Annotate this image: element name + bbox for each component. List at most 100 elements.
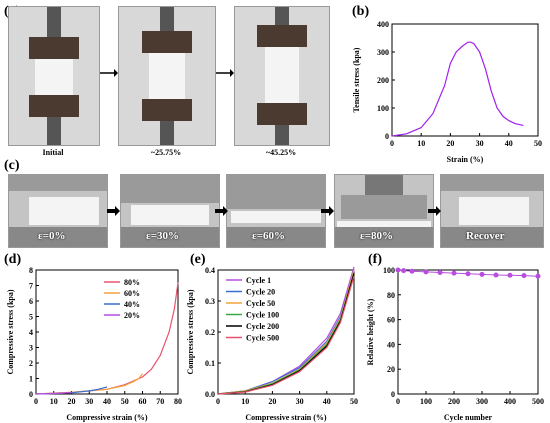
arrow-right-icon (216, 69, 234, 77)
y-tick-label: 0 (391, 390, 395, 399)
x-tick-label: 0 (396, 397, 400, 406)
legend-label: Cycle 500 (246, 334, 279, 343)
data-point (535, 273, 541, 279)
x-axis-label: Compressive strain (%) (245, 413, 327, 422)
strain-label-80: ε=80% (360, 230, 393, 242)
tensile-rig-image (9, 7, 99, 145)
data-point (423, 269, 429, 275)
legend-label: 40% (124, 300, 140, 309)
y-tick-label: 0.0 (205, 390, 215, 399)
tensile-photo-initial (8, 6, 100, 146)
x-tick-label: 20 (446, 139, 454, 148)
compression-photo-80 (334, 174, 434, 248)
data-point (465, 271, 471, 277)
arrow-right-icon (107, 206, 120, 216)
legend-label: Cycle 1 (246, 276, 271, 285)
plot-frame (35, 269, 179, 395)
x-tick-label: 10 (50, 397, 58, 406)
y-tick-label: 200 (377, 76, 389, 85)
tensile-rig-image (235, 7, 329, 145)
x-tick-label: 20 (268, 397, 276, 406)
data-point (437, 269, 443, 275)
data-point (493, 272, 499, 278)
x-tick-label: 0 (390, 139, 394, 148)
data-point (507, 272, 513, 278)
y-tick-label: 0.3 (205, 297, 215, 306)
y-tick-label: 20 (387, 365, 395, 374)
arrow-right-icon (321, 206, 334, 216)
strain-label-recover: Recover (466, 230, 505, 242)
data-point (409, 268, 415, 274)
x-tick-label: 20 (68, 397, 76, 406)
y-tick-label: 5 (29, 313, 33, 322)
legend-label: Cycle 20 (246, 288, 275, 297)
y-tick-label: 40 (387, 340, 395, 349)
x-axis-label: Strain (%) (447, 155, 484, 164)
y-tick-label: 60 (387, 316, 395, 325)
panel-label-d: (d) (4, 252, 22, 267)
strain-label-0: ε=0% (38, 230, 66, 242)
x-tick-label: 30 (85, 397, 93, 406)
x-tick-label: 40 (103, 397, 111, 406)
data-point (451, 270, 457, 276)
x-tick-label: 50 (534, 139, 542, 148)
x-tick-label: 50 (350, 397, 358, 406)
series-line (217, 276, 355, 395)
y-tick-label: 0.1 (205, 359, 215, 368)
legend-label: 20% (124, 311, 140, 320)
x-tick-label: 50 (121, 397, 129, 406)
legend-label: 60% (124, 289, 140, 298)
x-tick-label: 10 (417, 139, 425, 148)
compressive-stress-chart-strains: 0 10 20 30 40 50 60 70 80 0 1 2 3 4 5 6 7 8 Compressive st… (6, 266, 182, 422)
x-tick-label: 70 (156, 397, 164, 406)
x-tick-label: 80 (174, 397, 182, 406)
x-tick-label: 300 (476, 397, 488, 406)
panel-label-c: (c) (4, 158, 20, 173)
x-axis-label: Compressive strain (%) (66, 413, 148, 422)
arrow-right-icon (215, 206, 228, 216)
caption-25: ~25.75% (150, 148, 182, 157)
tensile-photo-45 (234, 6, 330, 146)
compression-photo-30 (120, 174, 220, 248)
y-axis-label: Compressive stress (kpa) (186, 289, 195, 374)
x-tick-label: 10 (241, 397, 249, 406)
x-tick-label: 40 (323, 397, 331, 406)
panel-label-b: (b) (352, 4, 370, 19)
legend-label: 80% (124, 278, 140, 287)
tensile-rig-image (119, 7, 215, 145)
y-tick-label: 0 (385, 132, 389, 141)
x-tick-label: 60 (139, 397, 147, 406)
x-tick-label: 30 (476, 139, 484, 148)
x-tick-label: 40 (505, 139, 513, 148)
arrow-right-icon (428, 206, 441, 216)
series-line (391, 41, 524, 137)
x-tick-label: 30 (296, 397, 304, 406)
compressive-stress-chart-cycles: 0 10 20 30 40 50 0.0 0.1 0.2 0.3 0.4 Compressive st… (186, 266, 358, 422)
compression-photo-0 (8, 174, 108, 248)
x-tick-label: 200 (448, 397, 460, 406)
legend-label: Cycle 200 (246, 322, 279, 331)
y-tick-label: 3 (29, 344, 33, 353)
caption-45: ~45.25% (265, 148, 297, 157)
y-tick-label: 1 (29, 375, 33, 384)
legend-label: Cycle 100 (246, 311, 279, 320)
data-point (395, 267, 401, 273)
x-axis-label: Cycle number (444, 413, 493, 422)
y-tick-label: 0.2 (205, 328, 215, 337)
tensile-stress-chart: 0 10 20 30 40 50 0 100 200 300 400 Strain (%) Tensil… (352, 20, 542, 164)
relative-height-chart: 0 100 200 300 400 500 0 20 40 60 80 100 Cycle number… (366, 266, 544, 422)
x-tick-label: 400 (504, 397, 516, 406)
panel-label-f: (f) (368, 252, 382, 267)
panel-label-e: (e) (190, 252, 206, 267)
y-tick-label: 300 (377, 48, 389, 57)
x-tick-label: 100 (420, 397, 432, 406)
y-tick-label: 2 (29, 359, 33, 368)
y-axis-label: Compressive stress (kpa) (6, 289, 15, 374)
x-tick-label: 0 (216, 397, 220, 406)
y-tick-label: 6 (29, 297, 33, 306)
arrow-right-icon (100, 69, 118, 77)
y-tick-label: 100 (377, 104, 389, 113)
compression-photo-strip: ε=0% ε=30% ε=60% ε=80% Recover (8, 174, 544, 248)
x-tick-label: 0 (34, 397, 38, 406)
compression-photo-60 (226, 174, 326, 248)
